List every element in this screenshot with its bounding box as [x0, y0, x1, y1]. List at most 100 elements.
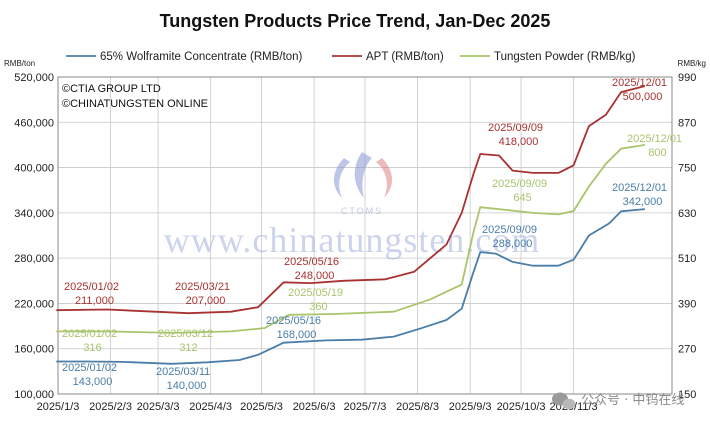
annotation-date: 2025/01/02	[62, 362, 117, 374]
x-tick-label: 2025/6/3	[293, 401, 336, 413]
watermark: CTOMS www.chinatungsten.com	[164, 152, 541, 260]
brand-mark: 公众号 · 中钨在线	[552, 392, 684, 410]
annotation: 2025/01/02 211,000	[64, 281, 119, 307]
left-tick-label: 340,000	[14, 208, 54, 220]
x-tick-label: 2025/5/3	[240, 401, 283, 413]
x-tick-label: 2025/4/3	[189, 401, 232, 413]
brand-text: 公众号 · 中钨在线	[581, 392, 684, 408]
annotation-date: 2025/05/16	[284, 256, 339, 268]
annotation: 2025/05/16 168,000	[266, 315, 321, 341]
right-tick-label: 870	[678, 117, 696, 129]
x-tick-label: 2025/2/3	[89, 401, 132, 413]
right-tick-label: 270	[678, 344, 696, 356]
x-tick-label: 2025/1/3	[37, 401, 80, 413]
grid	[57, 76, 673, 395]
annotations: 2025/01/02211,0002025/03/21207,0002025/0…	[62, 77, 682, 392]
copyright-line-1: ©CTIA GROUP LTD	[62, 83, 161, 95]
right-tick-label: 750	[678, 163, 696, 175]
annotation-date: 2025/01/02	[64, 281, 119, 293]
apt-line	[56, 85, 646, 315]
annotation-value: 360	[309, 301, 327, 313]
legend-label-apt: APT (RMB/ton)	[366, 51, 444, 63]
annotation-date: 2025/05/19	[288, 287, 343, 299]
right-axis-unit: RMB/kg	[678, 59, 706, 68]
annotation-date: 2025/12/01	[627, 133, 682, 145]
right-tick-label: 990	[678, 72, 696, 84]
annotation-date: 2025/03/12	[158, 328, 213, 340]
annotation-value: 500,000	[623, 91, 663, 103]
annotation-value: 207,000	[186, 295, 226, 307]
left-tick-label: 520,000	[14, 72, 54, 84]
watermark-subtext: CTOMS	[341, 206, 383, 216]
annotation: 2025/05/19 360	[288, 287, 343, 313]
left-axis: 100,000 160,000 220,000 280,000 340,000 400,0…	[14, 72, 54, 401]
left-axis-unit: RMB/ton	[4, 59, 35, 68]
annotation: 2025/01/02 143,000	[62, 362, 117, 388]
annotation: 2025/03/21 207,000	[175, 281, 230, 307]
annotation-date: 2025/01/02	[62, 328, 117, 340]
annotation-value: 168,000	[277, 329, 317, 341]
series-lines	[56, 85, 646, 365]
annotation-value: 248,000	[295, 270, 335, 282]
annotation-value: 140,000	[167, 380, 207, 392]
x-tick-label: 2025/9/3	[449, 401, 492, 413]
annotation-value: 316	[83, 342, 101, 354]
annotation-date: 2025/12/01	[612, 182, 667, 194]
annotation-date: 2025/03/21	[175, 281, 230, 293]
annotation: 2025/09/09 645	[492, 178, 547, 204]
left-tick-label: 460,000	[14, 117, 54, 129]
annotation: 2025/05/16 248,000	[284, 256, 339, 282]
annotation-value: 211,000	[75, 295, 114, 307]
legend-label-wolframite: 65% Wolframite Concentrate (RMB/ton)	[100, 51, 303, 63]
annotation: 2025/12/01 800	[627, 133, 682, 159]
wolframite-line	[56, 208, 645, 365]
copyright-line-2: ©CHINATUNGSTEN ONLINE	[62, 98, 208, 110]
x-tick-label: 2025/8/3	[396, 401, 439, 413]
x-tick-label: 2025/10/3	[497, 401, 546, 413]
annotation: 2025/09/09 288,000	[482, 224, 537, 250]
annotation-value: 143,000	[73, 376, 113, 388]
annotation-date: 2025/05/16	[266, 315, 321, 327]
annotation: 2025/09/09 418,000	[488, 122, 543, 148]
annotation-date: 2025/12/01	[612, 77, 667, 89]
annotation-date: 2025/09/09	[482, 224, 537, 236]
x-tick-label: 2025/3/3	[137, 401, 180, 413]
annotation: 2025/01/02 316	[62, 328, 117, 354]
annotation: 2025/03/11 140,000	[156, 366, 210, 392]
wechat-icon	[552, 392, 576, 410]
copyright-notes: ©CTIA GROUP LTD ©CHINATUNGSTEN ONLINE	[62, 83, 208, 110]
right-tick-label: 150	[678, 389, 696, 401]
annotation-date: 2025/09/09	[488, 122, 543, 134]
annotation-value: 418,000	[499, 136, 539, 148]
annotation: 2025/12/01 342,000	[612, 182, 667, 208]
ctia-logo-icon	[333, 152, 393, 198]
left-tick-label: 280,000	[14, 253, 54, 265]
annotation: 2025/03/12 312	[158, 328, 213, 354]
annotation: 2025/12/01 500,000	[612, 77, 667, 103]
left-tick-label: 220,000	[14, 298, 54, 310]
legend-label-powder: Tungsten Powder (RMB/kg)	[494, 51, 636, 63]
annotation-value: 312	[179, 342, 197, 354]
legend: 65% Wolframite Concentrate (RMB/ton) APT…	[66, 51, 636, 63]
x-tick-label: 2025/7/3	[344, 401, 387, 413]
annotation-value: 342,000	[623, 196, 663, 208]
x-axis: 2025/1/3 2025/2/3 2025/3/3 2025/4/3 2025/5/3…	[37, 401, 598, 413]
right-tick-label: 630	[678, 208, 696, 220]
left-tick-label: 400,000	[14, 163, 54, 175]
right-axis: 150 270 390 510 630 750 870 990	[678, 72, 696, 401]
annotation-date: 2025/03/11	[156, 366, 210, 378]
annotation-value: 800	[648, 147, 666, 159]
plot-frame	[57, 76, 673, 395]
right-tick-label: 510	[678, 253, 696, 265]
chart-title: Tungsten Products Price Trend, Jan-Dec 2…	[160, 11, 551, 31]
annotation-value: 645	[513, 192, 531, 204]
left-tick-label: 160,000	[14, 344, 54, 356]
annotation-value: 288,000	[493, 238, 533, 250]
powder-line	[56, 144, 646, 334]
annotation-date: 2025/09/09	[492, 178, 547, 190]
watermark-text: www.chinatungsten.com	[164, 220, 541, 260]
left-tick-label: 100,000	[14, 389, 54, 401]
right-tick-label: 390	[678, 298, 696, 310]
